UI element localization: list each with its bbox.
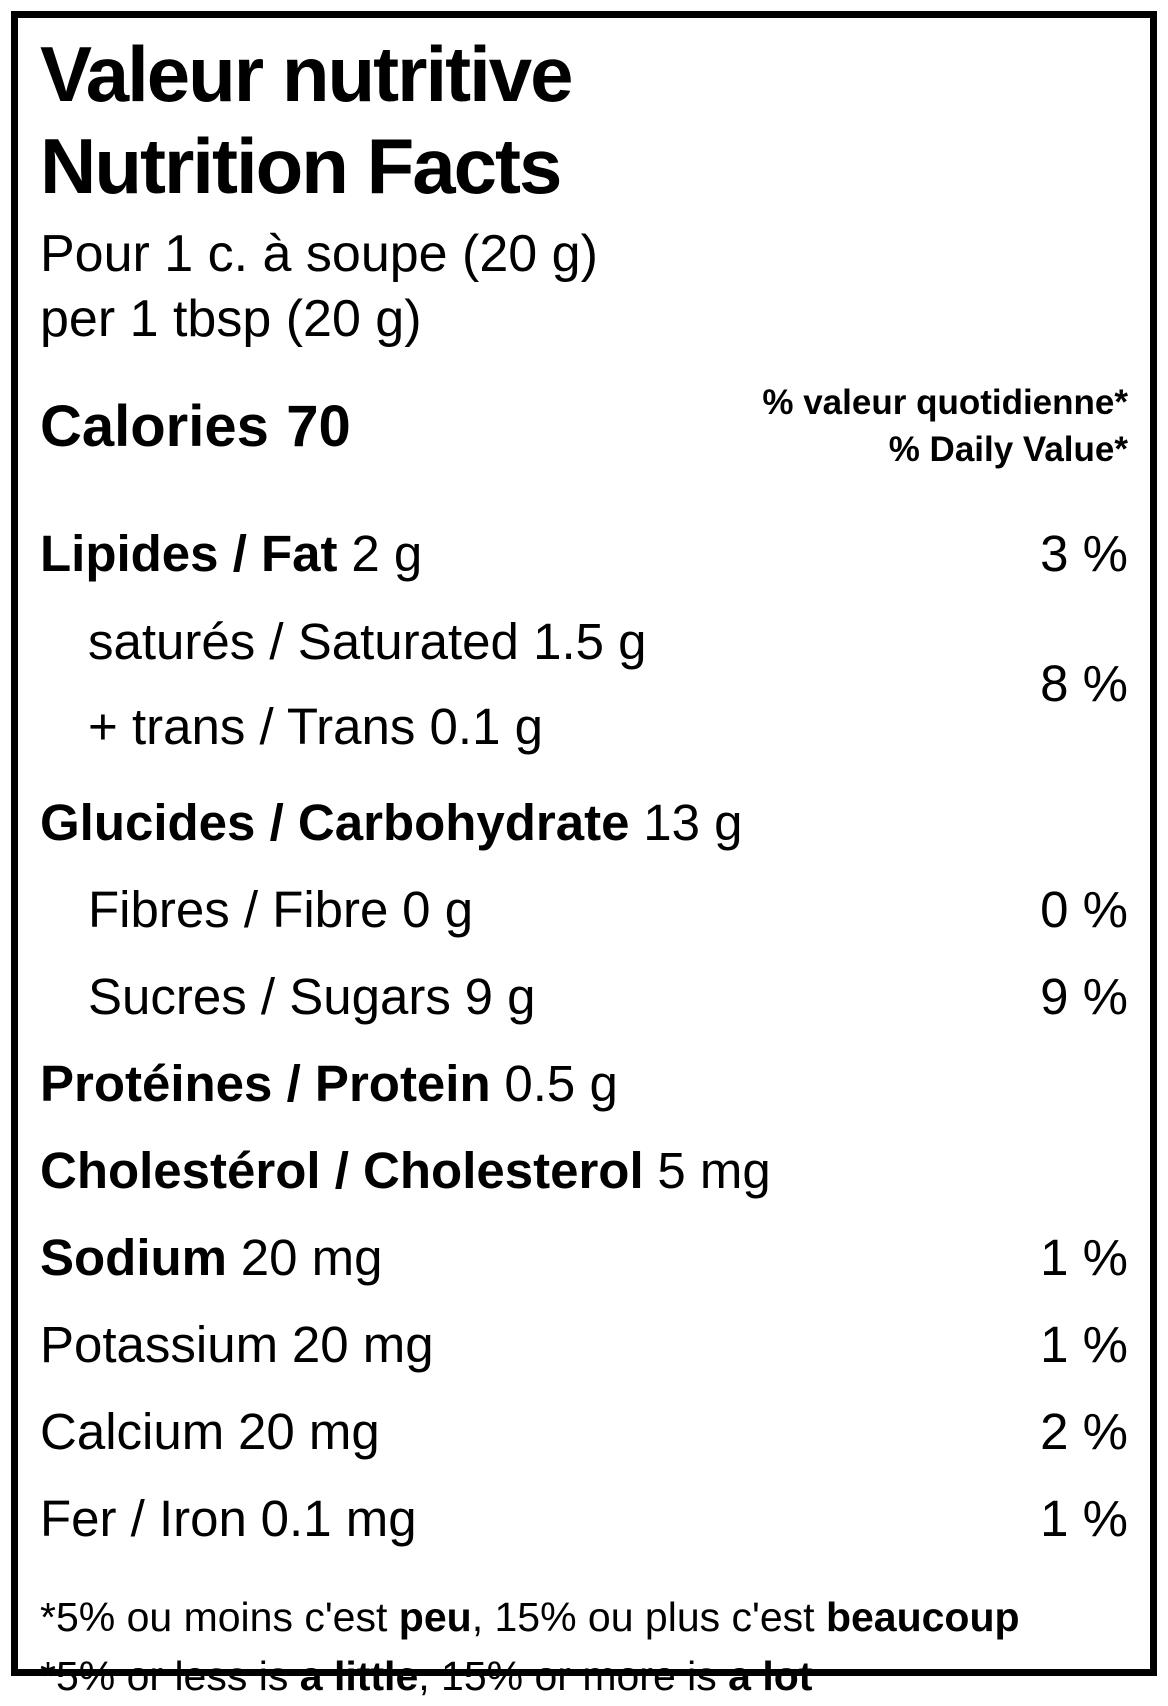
footnote-fr-bold-1: peu <box>399 1594 472 1640</box>
carbohydrate-name: Glucides / Carbohydrate <box>40 794 630 851</box>
calcium-dv: 2 % <box>1040 1402 1128 1461</box>
serving-size-en: per 1 tbsp (20 g) <box>40 287 1128 351</box>
serving-size-block: Pour 1 c. à soupe (20 g) per 1 tbsp (20 … <box>40 222 1128 351</box>
protein-name: Protéines / Protein <box>40 1055 491 1112</box>
calcium-name: Calcium <box>40 1403 224 1460</box>
iron-amount: 0.1 mg <box>261 1490 417 1547</box>
saturated-trans-dv: 8 % <box>1040 654 1128 713</box>
calories-value: Calories 70 <box>40 393 351 460</box>
sugars-amount: 9 g <box>465 968 536 1025</box>
daily-value-header-en: % Daily Value* <box>762 426 1128 473</box>
sugars-name: Sucres / Sugars <box>88 968 451 1025</box>
potassium-amount: 20 mg <box>292 1316 434 1373</box>
trans-line: + trans / Trans 0.1 g <box>40 697 647 756</box>
fibre-name: Fibres / Fibre <box>88 881 388 938</box>
fibre-amount: 0 g <box>402 881 473 938</box>
potassium-dv: 1 % <box>1040 1315 1128 1374</box>
sodium-name: Sodium <box>40 1229 227 1286</box>
daily-value-header-fr: % valeur quotidienne* <box>762 379 1128 426</box>
calories-amount: 70 <box>286 394 351 459</box>
footnote: *5% ou moins c'est peu, 15% ou plus c'es… <box>40 1588 1128 1706</box>
calcium-amount: 20 mg <box>238 1403 380 1460</box>
label-title-fr: Valeur nutritive <box>40 28 1128 120</box>
fibre-dv: 0 % <box>1040 880 1128 939</box>
fat-dv: 3 % <box>1040 524 1128 583</box>
footnote-fr-text-2: , 15% ou plus c'est <box>472 1594 826 1640</box>
potassium-name: Potassium <box>40 1316 278 1373</box>
protein-amount: 0.5 g <box>504 1055 617 1112</box>
footnote-fr: *5% ou moins c'est peu, 15% ou plus c'es… <box>40 1588 1128 1647</box>
cholesterol-name: Cholestérol / Cholesterol <box>40 1142 644 1199</box>
calories-label: Calories <box>40 394 269 459</box>
calories-row: Calories 70 % valeur quotidienne* % Daily… <box>40 379 1128 474</box>
daily-value-header: % valeur quotidienne* % Daily Value* <box>762 379 1128 474</box>
serving-size-fr: Pour 1 c. à soupe (20 g) <box>40 222 1128 286</box>
footnote-en-bold-1: a little <box>300 1653 418 1699</box>
cholesterol-amount: 5 mg <box>657 1142 770 1199</box>
iron-name: Fer / Iron <box>40 1490 247 1547</box>
row-saturated-trans: saturés / Saturated 1.5 g + trans / Tran… <box>40 597 1128 779</box>
sodium-amount: 20 mg <box>241 1229 383 1286</box>
nutrition-facts-label: Valeur nutritive Nutrition Facts Pour 1 … <box>11 11 1157 1676</box>
footnote-en-text-1: *5% or less is <box>40 1653 300 1699</box>
sodium-dv: 1 % <box>1040 1228 1128 1287</box>
label-title-en: Nutrition Facts <box>40 120 1128 212</box>
carbohydrate-amount: 13 g <box>643 794 742 851</box>
saturated-line: saturés / Saturated 1.5 g <box>40 612 647 671</box>
sugars-dv: 9 % <box>1040 967 1128 1026</box>
iron-dv: 1 % <box>1040 1489 1128 1548</box>
footnote-en: *5% or less is a little, 15% or more is … <box>40 1647 1128 1706</box>
fat-name: Lipides / Fat <box>40 525 338 582</box>
footnote-fr-bold-2: beaucoup <box>826 1594 1020 1640</box>
footnote-en-bold-2: a lot <box>728 1653 812 1699</box>
saturated-trans-lines: saturés / Saturated 1.5 g + trans / Tran… <box>40 599 647 769</box>
footnote-en-text-2: , 15% or more is <box>418 1653 728 1699</box>
footnote-fr-text-1: *5% ou moins c'est <box>40 1594 399 1640</box>
fat-amount: 2 g <box>351 525 422 582</box>
